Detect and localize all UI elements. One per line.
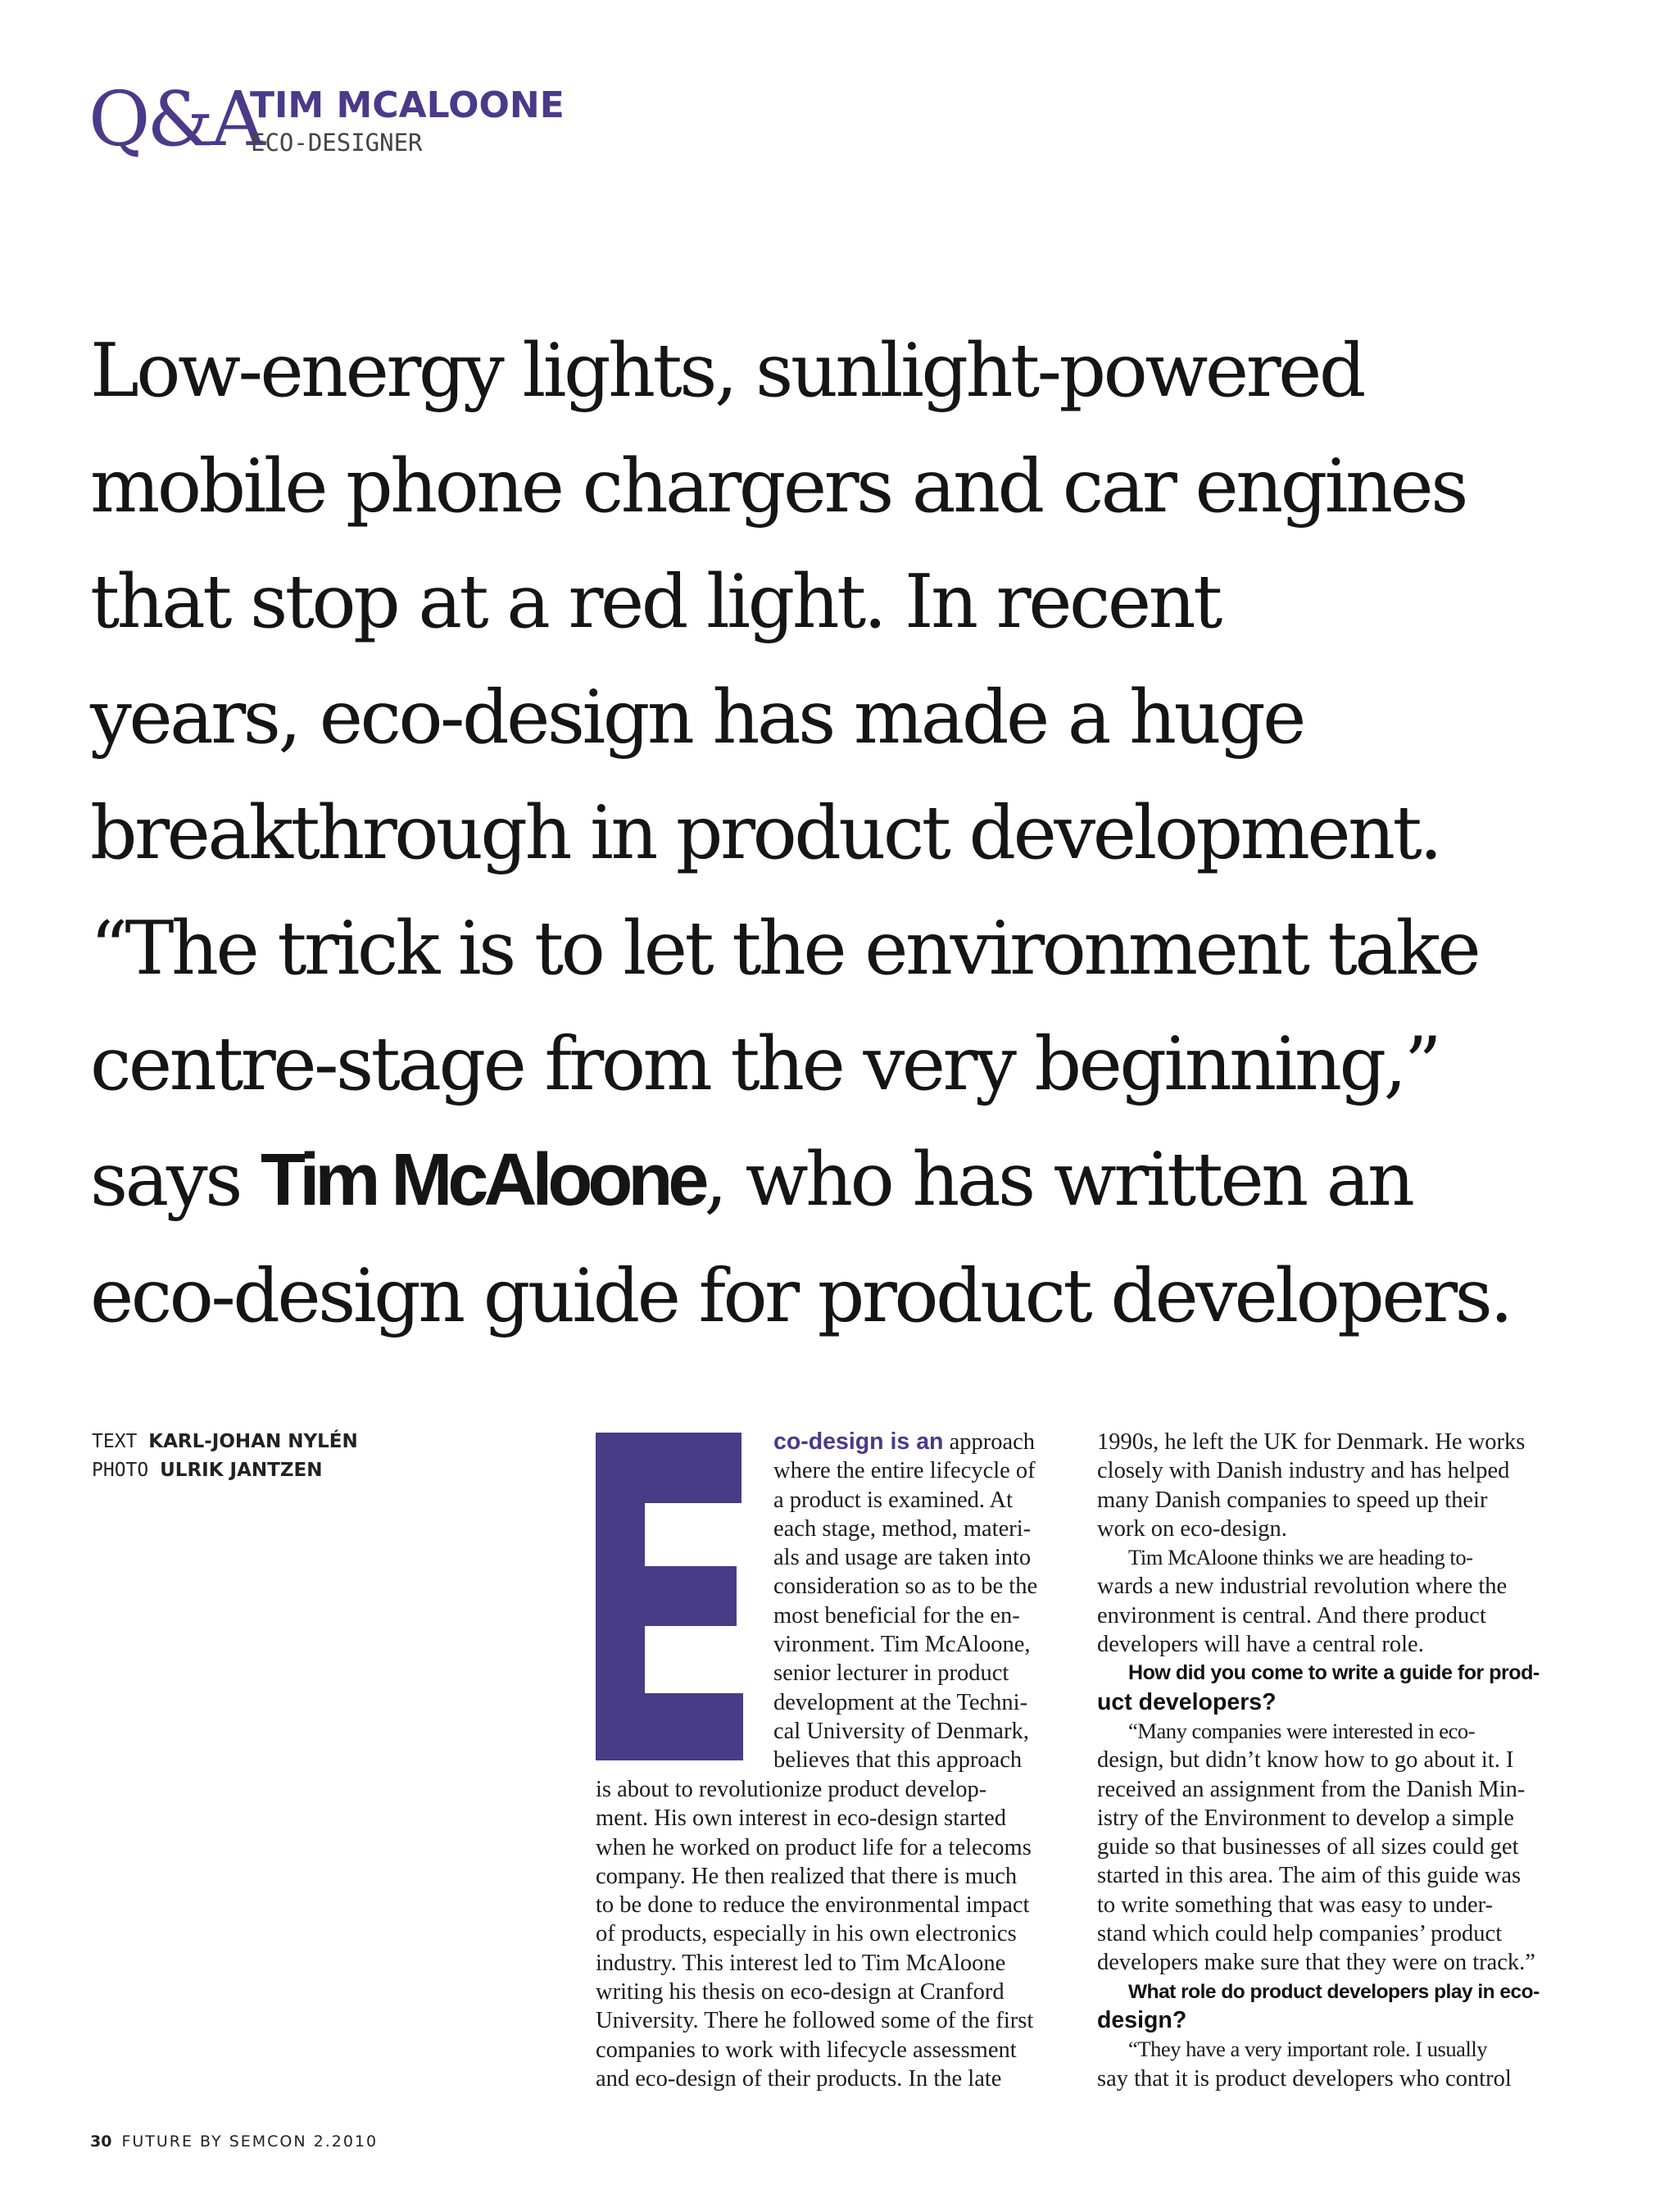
credit-label: PHOTO (92, 1460, 149, 1481)
article-column-1-top: co-design is an approach where the entir… (773, 1428, 1065, 1775)
photo-credit: PHOTO ULRIK JANTZEN (92, 1461, 322, 1480)
article-line: senior lecturer in product (773, 1660, 1009, 1687)
intro-text: says (90, 1137, 261, 1223)
article-line: where the entire lifecycle of (773, 1458, 1036, 1484)
article-line: say that it is product developers who co… (1097, 2065, 1512, 2092)
article-line: closely with Danish industry and has hel… (1097, 1458, 1510, 1484)
article-line: when he worked on product life for a tel… (596, 1834, 1032, 1860)
article-line: each stage, method, materi- (773, 1515, 1032, 1542)
article-column-1-bottom: is about to revolutionize product develo… (596, 1775, 1065, 2093)
article-line: istry of the Environment to develop a si… (1097, 1805, 1514, 1831)
article-line: many Danish companies to speed up their (1097, 1487, 1488, 1513)
intro-line: years, eco-design has made a huge (90, 675, 1306, 761)
article-line: wards a new industrial revolution where … (1097, 1574, 1508, 1600)
article-line: cal University of Denmark, (773, 1718, 1029, 1744)
lead-rest: approach (943, 1429, 1036, 1455)
article-line: started in this area. The aim of this gu… (1097, 1863, 1522, 1889)
drop-cap (596, 1433, 743, 1760)
intro-line: says Tim McAloone, who has written an (90, 1122, 1630, 1238)
article-line: is about to revolutionize product develo… (596, 1777, 987, 1802)
article-line: consideration so as to be the (773, 1574, 1038, 1600)
question-line: uct developers? (1097, 1688, 1277, 1715)
article-line: company. He then realized that there is … (596, 1863, 1018, 1889)
credit-name: ULRIK JANTZEN (160, 1460, 323, 1481)
article-line: development at the Techni- (773, 1689, 1028, 1715)
lead-in: co-design is an (773, 1428, 944, 1455)
article-line: guide so that businesses of all sizes co… (1097, 1834, 1519, 1860)
publication-name: FUTURE BY SEMCON 2.2010 (121, 2133, 379, 2151)
article-line: to write something that was easy to unde… (1097, 1892, 1494, 1918)
article-line: companies to work with lifecycle assessm… (596, 2037, 1017, 2063)
drop-cap-e-icon (596, 1433, 743, 1760)
qa-logo: Q&A (88, 75, 265, 163)
intro-line: centre-stage from the very beginning,” (90, 1021, 1442, 1107)
article-line: design, but didn’t know how to go about … (1097, 1747, 1514, 1774)
article-line: most beneficial for the en- (773, 1602, 1020, 1628)
page-footer: 30 FUTURE BY SEMCON 2.2010 (90, 2133, 378, 2151)
article-column-2: 1990s, he left the UK for Denmark. He wo… (1097, 1428, 1569, 2093)
question-line: How did you come to write a guide for pr… (1128, 1661, 1540, 1685)
article-line: believes that this approach (773, 1747, 1023, 1774)
intro-line: breakthrough in product development. (90, 790, 1443, 876)
credit-label: TEXT (92, 1431, 138, 1452)
text-credit: TEXT KARL-JOHAN NYLÉN (92, 1433, 358, 1451)
article-line: writing his thesis on eco-design at Cran… (596, 1979, 1005, 2005)
article-line: and eco-design of their products. In the… (596, 2065, 1002, 2092)
article-line: 1990s, he left the UK for Denmark. He wo… (1097, 1429, 1526, 1455)
intro-line: “The trick is to let the environment tak… (90, 906, 1481, 992)
article-line: Tim McAloone thinks we are heading to- (1128, 1545, 1473, 1570)
article-line: University. There he followed some of th… (596, 2008, 1034, 2034)
article-line: vironment. Tim McAloone, (773, 1632, 1031, 1658)
article-line: stand which could help companies’ produc… (1097, 1921, 1503, 1947)
intro-line: eco-design guide for product developers. (90, 1253, 1513, 1339)
article-line: als and usage are taken into (773, 1545, 1032, 1571)
interviewee-name: TIM MCALOONE (250, 84, 565, 126)
intro-line: mobile phone chargers and car engines (90, 443, 1468, 529)
article-line: co-design is an approach (773, 1428, 1065, 1456)
intro-line: Low-energy lights, sunlight-powered (90, 328, 1367, 414)
article-line: a product is examined. At (773, 1487, 1014, 1513)
question-line: What role do product developers play in … (1128, 1980, 1540, 2003)
article-line: environment is central. And there produc… (1097, 1602, 1486, 1628)
interviewee-name-bold: Tim McAloone (260, 1139, 709, 1221)
interviewee-role: ECO-DESIGNER (251, 129, 423, 157)
article-line: received an assignment from the Danish M… (1097, 1776, 1526, 1802)
article-line: “They have a very important role. I usua… (1128, 2037, 1488, 2062)
article-line: to be done to reduce the environmental i… (596, 1892, 1030, 1919)
intro-text: , who has written an (704, 1137, 1415, 1223)
intro-paragraph: Low-energy lights, sunlight-powered mobi… (90, 313, 1630, 1354)
page-number: 30 (90, 2133, 112, 2151)
article-line: work on eco-design. (1097, 1515, 1287, 1542)
article-line: “Many companies were interested in eco- (1128, 1718, 1476, 1743)
article-line: of products, especially in his own elect… (596, 1921, 1017, 1947)
article-line: industry. This interest led to Tim McAlo… (596, 1950, 1006, 1976)
credit-name: KARL-JOHAN NYLÉN (148, 1431, 358, 1452)
question-line: design? (1097, 2006, 1187, 2033)
intro-line: that stop at a red light. In recent (90, 559, 1222, 645)
article-line: developers make sure that they were on t… (1097, 1950, 1535, 1976)
article-line: developers will have a central role. (1097, 1632, 1424, 1658)
article-line: ment. His own interest in eco-design sta… (596, 1805, 1007, 1832)
